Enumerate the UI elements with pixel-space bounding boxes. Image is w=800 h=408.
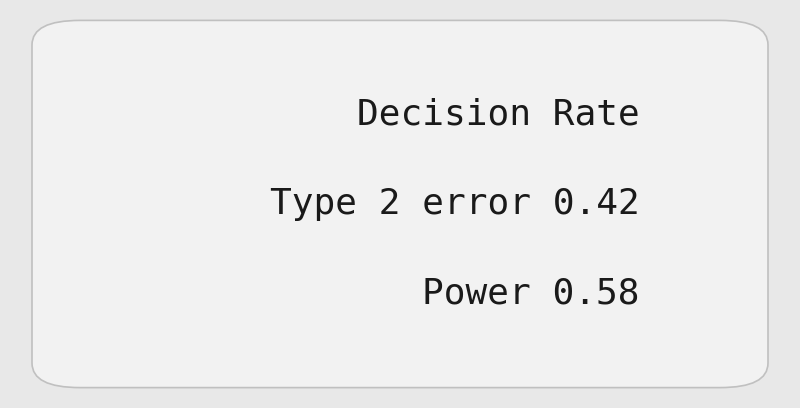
Text: Decision Rate: Decision Rate [358, 97, 640, 131]
Text: Power 0.58: Power 0.58 [422, 277, 640, 311]
FancyBboxPatch shape [32, 20, 768, 388]
Text: Type 2 error 0.42: Type 2 error 0.42 [270, 187, 640, 221]
